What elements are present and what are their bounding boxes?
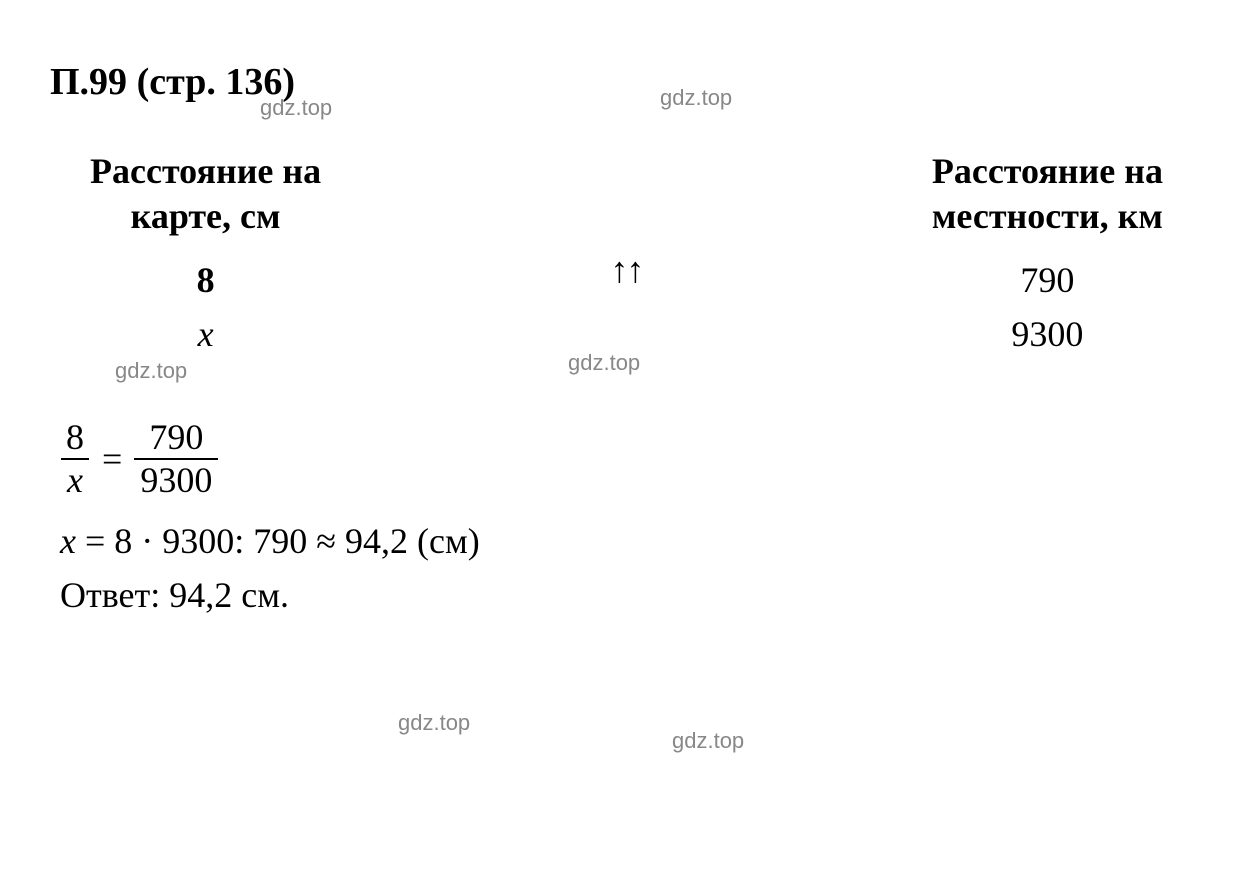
frac1-numerator: 8 (60, 417, 90, 458)
col1-header-line2: карте, см (90, 194, 321, 239)
proportion-equation: 8 x = 790 9300 (60, 417, 1203, 502)
calc-expression: = 8 · 9300: 790 ≈ 94,2 (см) (76, 521, 480, 561)
frac2-denominator: 9300 (134, 458, 218, 501)
proportion-table: Расстояние на карте, см 8 x ↑↑ Расстояни… (50, 149, 1203, 367)
col1-header-line1: Расстояние на (90, 149, 321, 194)
answer-value: 94,2 см. (169, 575, 289, 615)
problem-number: П.99 (50, 61, 127, 103)
map-distance-column: Расстояние на карте, см 8 x (90, 149, 321, 367)
watermark-1: gdz.top (260, 95, 332, 121)
col2-row1: 790 (1020, 259, 1074, 301)
frac2-numerator: 790 (143, 417, 209, 458)
watermark-5: gdz.top (398, 710, 470, 736)
solution-section: 8 x = 790 9300 x = 8 · 9300: 790 ≈ 94,2 … (50, 417, 1203, 616)
answer-line: Ответ: 94,2 см. (60, 574, 1203, 616)
col2-header-line2: местности, км (932, 194, 1163, 239)
equals-sign: = (102, 438, 122, 480)
fraction-right: 790 9300 (134, 417, 218, 502)
watermark-3: gdz.top (115, 358, 187, 384)
col2-header: Расстояние на местности, км (932, 149, 1163, 239)
frac1-denominator: x (61, 458, 89, 501)
watermark-6: gdz.top (672, 728, 744, 754)
col2-row2: 9300 (1011, 313, 1083, 355)
col1-row1: 8 (197, 259, 215, 301)
fraction-left: 8 x (60, 417, 90, 502)
calc-variable: x (60, 521, 76, 561)
col1-row2: x (198, 313, 214, 355)
terrain-distance-column: Расстояние на местности, км 790 9300 (932, 149, 1163, 367)
watermark-4: gdz.top (568, 350, 640, 376)
direction-arrows-column: ↑↑ (611, 149, 643, 291)
up-arrows-icon: ↑↑ (611, 249, 643, 291)
watermark-2: gdz.top (660, 85, 732, 111)
col2-header-line1: Расстояние на (932, 149, 1163, 194)
calculation-line: x = 8 · 9300: 790 ≈ 94,2 (см) (60, 520, 1203, 562)
answer-label: Ответ: (60, 575, 169, 615)
problem-heading: П.99 (стр. 136) (50, 60, 1203, 104)
col1-header: Расстояние на карте, см (90, 149, 321, 239)
